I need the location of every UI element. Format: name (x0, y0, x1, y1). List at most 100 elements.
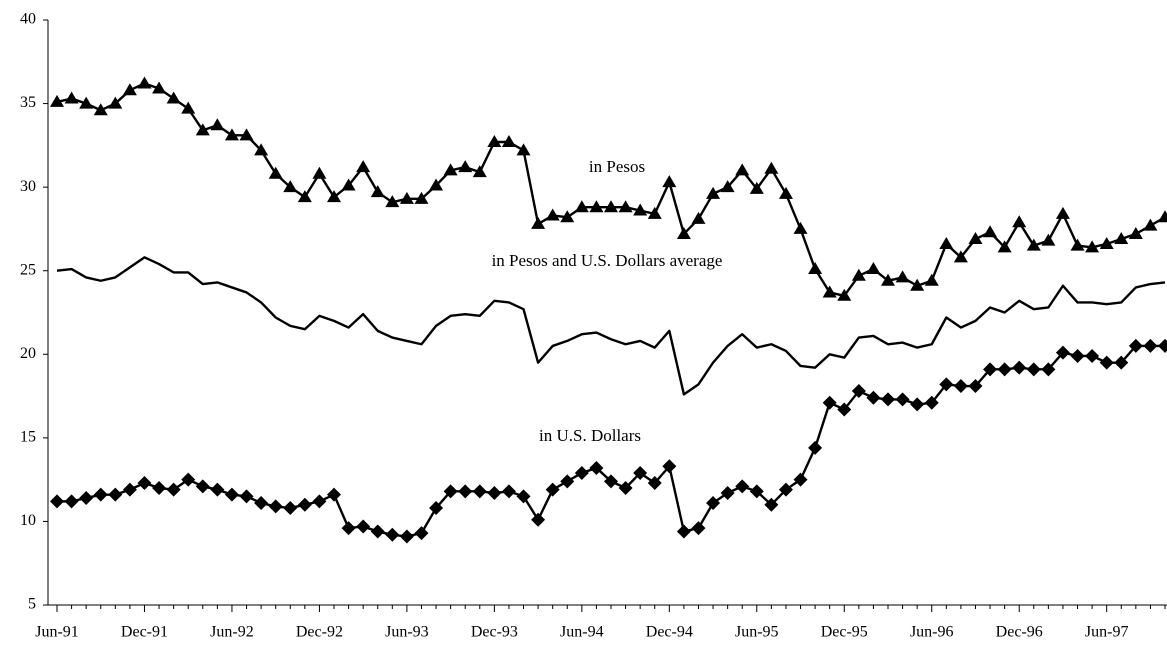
diamond-marker (1070, 348, 1085, 363)
diamond-marker (604, 474, 618, 489)
triangle-marker (108, 96, 123, 109)
diamond-marker (793, 472, 808, 487)
triangle-marker (720, 180, 735, 193)
series-line (56, 256, 1166, 396)
triangle-marker (472, 165, 487, 178)
diamond-marker (1128, 338, 1143, 353)
triangle-marker (618, 200, 633, 213)
diamond-marker (574, 465, 589, 480)
triangle-marker (516, 143, 531, 156)
diamond-marker (837, 402, 852, 417)
triangle-marker (822, 285, 837, 298)
x-tick-label: Jun-91 (35, 624, 79, 641)
triangle-marker (545, 208, 560, 221)
x-tick-label: Dec-91 (121, 624, 168, 641)
triangle-marker (414, 191, 429, 204)
y-tick-label: 30 (20, 178, 36, 195)
triangle-marker (443, 163, 458, 176)
triangle-marker (1143, 218, 1158, 231)
diamond-marker (399, 529, 414, 544)
triangle-marker (881, 273, 895, 286)
triangle-marker (166, 91, 181, 104)
x-tick-label: Jun-96 (910, 624, 954, 641)
diamond-marker (1114, 355, 1129, 370)
triangle-marker (560, 210, 575, 223)
diamond-marker (356, 519, 371, 534)
diamond-marker (822, 395, 837, 410)
x-tick-label: Jun-93 (385, 624, 429, 641)
diamond-marker (458, 484, 473, 499)
triangle-marker (604, 200, 618, 213)
y-tick-label: 15 (20, 429, 36, 446)
diamond-marker (560, 474, 575, 489)
diamond-marker (1041, 362, 1056, 377)
diamond-marker (501, 484, 516, 499)
y-tick-label: 10 (20, 512, 36, 529)
triangle-marker (676, 226, 691, 239)
diamond-marker (195, 479, 210, 494)
diamond-marker (268, 499, 283, 514)
diamond-marker (735, 479, 750, 494)
diamond-marker (895, 392, 910, 407)
triangle-marker (1026, 238, 1041, 251)
triangle-marker (137, 76, 152, 89)
diamond-marker (1158, 338, 1167, 353)
diamond-marker (953, 379, 968, 394)
triangle-marker (895, 270, 910, 283)
triangle-marker (1041, 233, 1056, 246)
y-tick-label: 5 (28, 596, 36, 613)
diamond-marker (385, 527, 400, 542)
diamond-marker (137, 475, 152, 490)
diamond-marker (983, 362, 998, 377)
triangle-marker (997, 240, 1012, 253)
triangle-marker (837, 288, 852, 301)
triangle-marker (793, 221, 808, 234)
triangle-marker (851, 268, 866, 281)
diamond-marker (618, 481, 633, 495)
x-tick-label: Jun-94 (560, 624, 604, 641)
triangle-marker (764, 161, 779, 174)
triangle-marker (297, 190, 312, 203)
diamond-marker (487, 486, 502, 501)
triangle-marker (458, 160, 473, 173)
x-tick-label: Dec-93 (471, 624, 518, 641)
triangle-marker (50, 94, 64, 107)
triangle-marker (1055, 206, 1070, 219)
triangle-marker (1085, 240, 1100, 253)
triangle-marker (181, 101, 196, 114)
triangle-marker (268, 166, 283, 179)
triangle-marker (239, 128, 254, 141)
diamond-marker (64, 494, 79, 509)
triangle-marker (385, 195, 400, 208)
triangle-marker (706, 186, 721, 199)
triangle-marker (312, 166, 327, 179)
x-tick-label: Jun-97 (1085, 624, 1129, 641)
x-tick-label: Dec-92 (296, 624, 343, 641)
diamond-marker (1085, 348, 1100, 363)
triangle-marker (501, 135, 516, 148)
diamond-marker (166, 482, 181, 497)
diamond-marker (79, 491, 94, 506)
diamond-marker (881, 392, 895, 407)
triangle-marker (283, 180, 298, 193)
diamond-marker (545, 482, 560, 497)
y-tick-label: 35 (20, 94, 36, 111)
triangle-marker (64, 91, 79, 104)
diamond-marker (414, 526, 429, 541)
diamond-marker (691, 521, 706, 536)
diamond-marker (910, 397, 925, 412)
diamond-marker (516, 489, 531, 504)
triangle-marker (633, 203, 648, 216)
triangle-marker (1128, 226, 1143, 239)
triangle-marker (1070, 238, 1085, 251)
diamond-marker (239, 489, 254, 504)
diamond-marker (181, 472, 196, 487)
triangle-marker (210, 118, 225, 131)
triangle-marker (953, 250, 968, 263)
diamond-marker (312, 494, 327, 509)
diamond-marker (429, 501, 444, 516)
y-tick-label: 25 (20, 261, 36, 278)
y-tick-label: 20 (20, 345, 36, 362)
diamond-marker (1055, 345, 1070, 360)
